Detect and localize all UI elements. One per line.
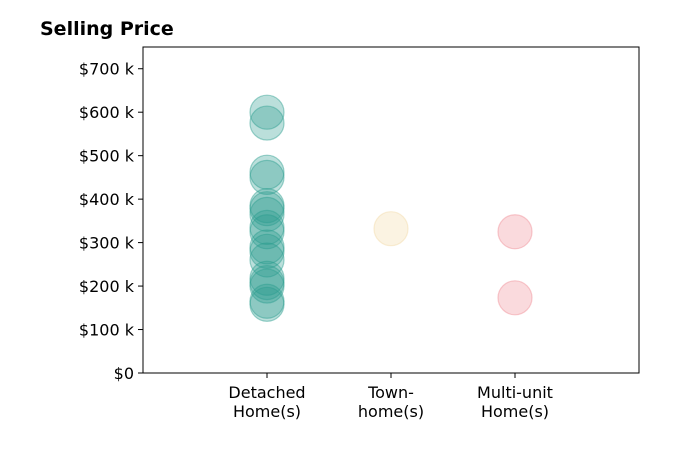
data-point <box>249 214 285 250</box>
data-point <box>249 196 285 232</box>
x-tick-label: Multi-unit Home(s) <box>477 383 553 421</box>
data-point <box>249 209 285 245</box>
data-point <box>249 154 285 190</box>
y-tick-label: $200 k <box>79 277 135 296</box>
y-tick-label: $0 <box>114 364 134 383</box>
y-tick-label: $300 k <box>79 234 135 253</box>
y-tick-label: $600 k <box>79 103 135 122</box>
data-point <box>373 211 409 247</box>
data-point <box>249 191 285 227</box>
y-tick-label: $500 k <box>79 147 135 166</box>
data-point <box>249 94 285 130</box>
data-point <box>249 188 285 224</box>
data-point <box>249 268 285 304</box>
axes: $0 $100 k $200 k $300 k $400 k $500 k $600 k $7… <box>79 46 640 421</box>
data-point <box>497 214 533 250</box>
data-point <box>249 283 285 319</box>
data-point <box>249 159 285 195</box>
chart-title: Selling Price <box>40 18 174 40</box>
plot-frame <box>142 46 640 374</box>
data-point <box>497 280 533 316</box>
data-point <box>249 242 285 278</box>
data-point <box>249 264 285 301</box>
data-point <box>249 260 285 296</box>
data-point <box>249 229 285 265</box>
data-point <box>249 286 285 322</box>
data-points <box>249 94 533 322</box>
y-tick-label: $100 k <box>79 321 135 340</box>
y-tick-label: $400 k <box>79 190 135 209</box>
x-tick-label: Town-home(s) <box>358 383 424 421</box>
x-tick-label: Detached Home(s) <box>228 383 305 421</box>
data-point <box>249 233 285 269</box>
data-point <box>249 105 285 141</box>
y-tick-label: $700 k <box>79 60 135 79</box>
